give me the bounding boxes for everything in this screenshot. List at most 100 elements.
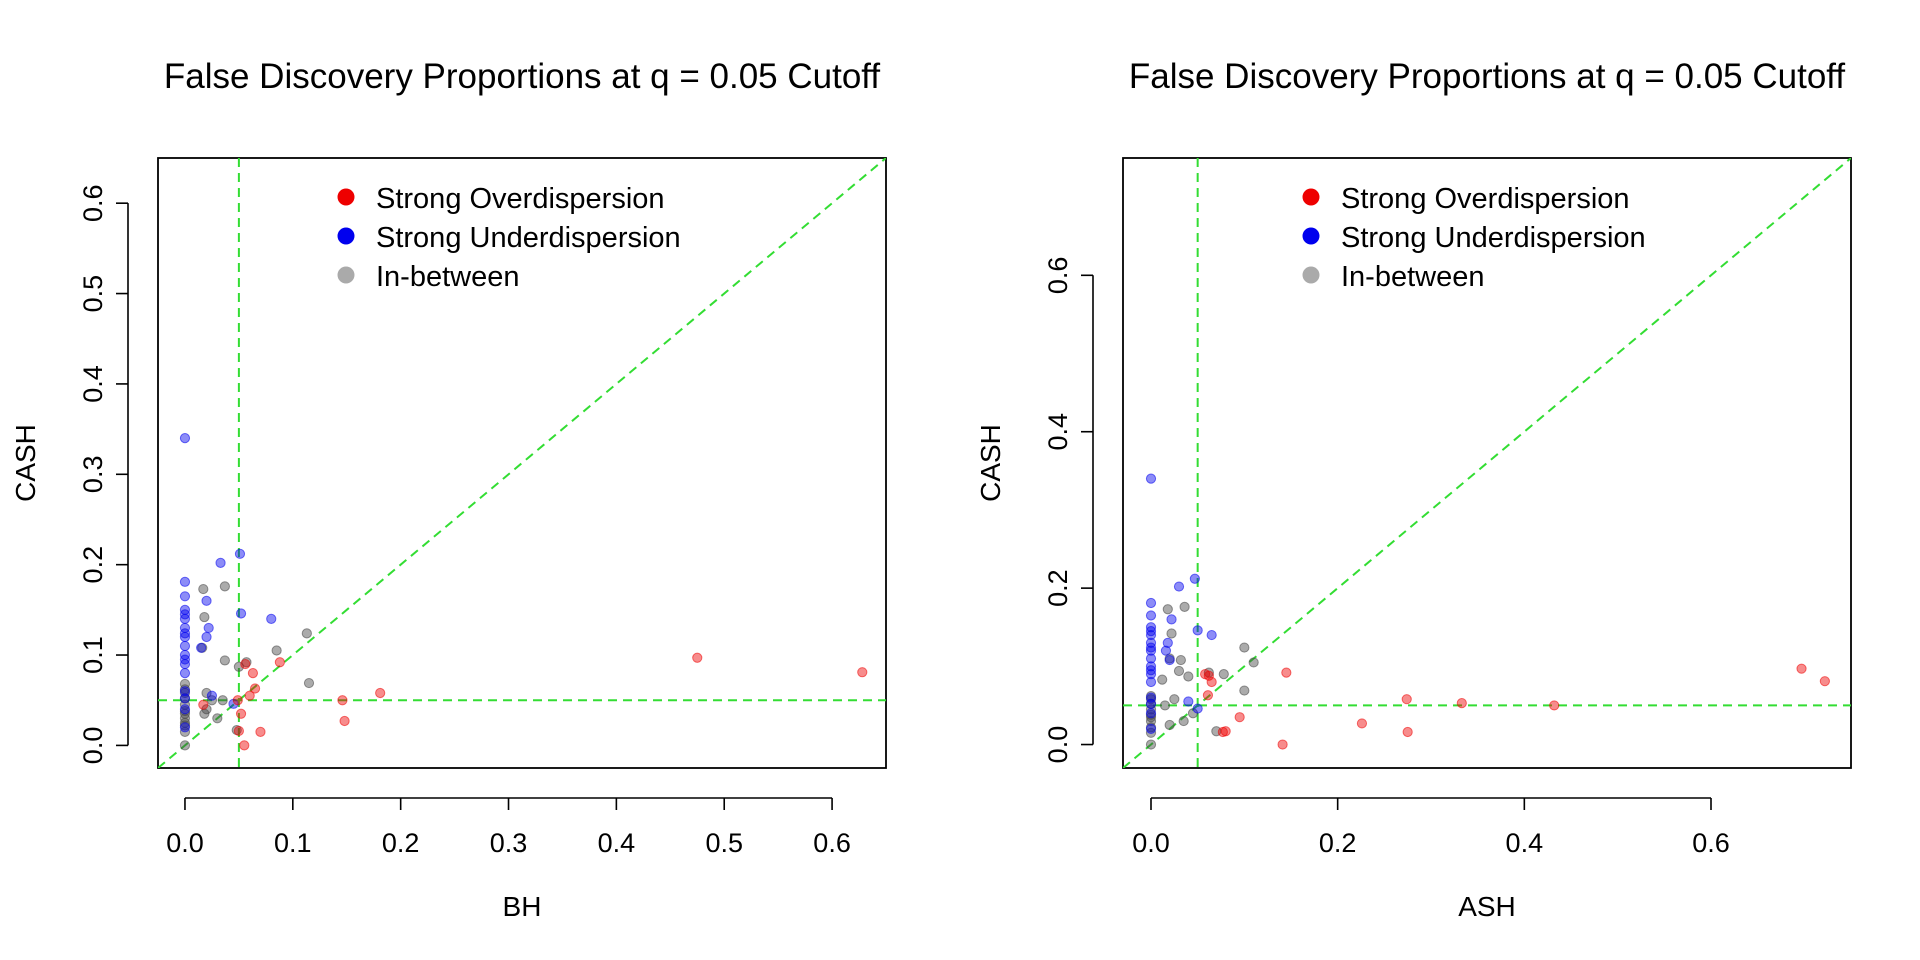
data-point-strong-underdispersion — [215, 557, 226, 568]
data-point-strong-overdispersion — [692, 652, 703, 663]
data-point-in-between — [1178, 715, 1189, 727]
legend-label: Strong Overdispersion — [376, 183, 665, 215]
data-point-in-between — [179, 740, 191, 751]
data-point-in-between — [219, 655, 230, 666]
y-tick-label: 0.5 — [78, 275, 108, 313]
data-point-in-between — [179, 678, 191, 690]
data-point-in-between — [271, 645, 282, 656]
data-point-strong-underdispersion — [1164, 654, 1175, 666]
data-point-strong-underdispersion — [179, 433, 191, 444]
data-point-in-between — [1145, 704, 1157, 715]
data-point-strong-overdispersion — [1796, 663, 1807, 674]
data-point-strong-underdispersion — [1145, 708, 1157, 719]
data-point-strong-underdispersion — [206, 690, 218, 701]
data-point-strong-underdispersion — [179, 628, 191, 639]
data-point-strong-overdispersion — [239, 740, 250, 751]
data-point-strong-overdispersion — [1206, 676, 1217, 688]
data-point-strong-overdispersion — [1203, 670, 1214, 681]
data-point-strong-underdispersion — [179, 613, 191, 624]
data-point-strong-overdispersion — [337, 695, 348, 706]
data-point-strong-underdispersion — [1145, 597, 1157, 609]
y-tick-label: 0.0 — [1043, 726, 1073, 764]
x-tick-label: 0.4 — [598, 828, 636, 858]
data-point-strong-overdispersion — [1401, 694, 1412, 705]
data-point-strong-underdispersion — [179, 591, 191, 602]
data-point-in-between — [1173, 665, 1185, 677]
identity-diagonal-line — [1123, 158, 1851, 768]
legend-marker — [1302, 188, 1320, 206]
data-point-strong-underdispersion — [1192, 703, 1203, 714]
data-point-strong-underdispersion — [203, 622, 214, 634]
x-tick-label: 0.2 — [382, 828, 420, 858]
x-tick-label: 0.3 — [490, 828, 528, 858]
data-point-strong-underdispersion — [179, 668, 191, 679]
data-point-strong-underdispersion — [1145, 622, 1157, 633]
data-point-strong-underdispersion — [179, 631, 191, 643]
data-point-in-between — [212, 713, 223, 724]
data-point-in-between — [217, 695, 228, 706]
y-axis-label: CASH — [10, 424, 41, 502]
data-point-strong-underdispersion — [1145, 629, 1157, 641]
data-point-strong-underdispersion — [1145, 473, 1157, 484]
data-point-strong-overdispersion — [1356, 718, 1368, 729]
data-point-in-between — [1179, 601, 1190, 612]
data-point-strong-underdispersion — [1160, 645, 1172, 656]
data-point-in-between — [1145, 739, 1157, 750]
data-point-strong-underdispersion — [1145, 665, 1157, 676]
data-point-strong-underdispersion — [1192, 625, 1203, 636]
data-point-strong-underdispersion — [1145, 645, 1157, 656]
y-tick-label: 0.0 — [78, 727, 108, 765]
y-tick-label: 0.2 — [1043, 569, 1073, 607]
data-point-strong-overdispersion — [1217, 726, 1228, 738]
x-axis-label: ASH — [1458, 891, 1516, 922]
data-point-strong-underdispersion — [1145, 642, 1157, 653]
x-tick-label: 0.0 — [1132, 828, 1170, 858]
legend: Strong Overdispersion Strong Underdispers… — [337, 183, 681, 293]
reference-lines — [1123, 158, 1851, 768]
data-point-strong-underdispersion — [1145, 669, 1157, 680]
data-point-strong-overdispersion — [1202, 690, 1214, 701]
chart-title: False Discovery Proportions at q = 0.05 … — [1129, 57, 1846, 96]
identity-diagonal-line — [158, 158, 886, 768]
data-point-strong-underdispersion — [1145, 653, 1157, 664]
legend: Strong Overdispersion Strong Underdispers… — [1302, 183, 1646, 293]
y-tick-label: 0.6 — [78, 184, 108, 222]
data-point-strong-underdispersion — [179, 704, 191, 715]
data-point-strong-underdispersion — [234, 548, 246, 559]
data-point-in-between — [198, 583, 209, 595]
y-tick-label: 0.4 — [1043, 413, 1073, 451]
x-tick-label: 0.1 — [274, 828, 312, 858]
data-point-strong-underdispersion — [1145, 676, 1157, 688]
data-point-in-between — [1248, 657, 1259, 668]
data-point-in-between — [201, 687, 212, 699]
data-point-strong-overdispersion — [1234, 712, 1245, 723]
data-point-strong-underdispersion — [179, 693, 191, 704]
data-point-in-between — [301, 628, 312, 639]
data-points — [179, 433, 868, 751]
legend-marker — [337, 227, 355, 245]
data-point-strong-underdispersion — [179, 658, 191, 670]
data-point-strong-underdispersion — [196, 642, 207, 653]
data-point-in-between — [1145, 712, 1157, 723]
data-point-strong-overdispersion — [1281, 667, 1292, 678]
data-point-strong-overdispersion — [1456, 697, 1467, 709]
data-point-strong-overdispersion — [233, 725, 244, 737]
data-point-strong-overdispersion — [274, 657, 285, 668]
data-point-strong-overdispersion — [235, 708, 247, 719]
plot-frame — [157, 157, 887, 769]
reference-lines — [158, 158, 886, 768]
data-point-strong-underdispersion — [1183, 696, 1194, 707]
data-point-strong-underdispersion — [1173, 581, 1185, 592]
data-point-strong-overdispersion — [247, 668, 259, 679]
legend-marker — [1302, 227, 1320, 245]
data-points — [1145, 473, 1830, 750]
data-point-strong-underdispersion — [1145, 626, 1157, 637]
data-point-in-between — [1239, 642, 1250, 653]
y-tick-label: 0.6 — [1043, 257, 1073, 295]
legend-label: In-between — [1341, 261, 1485, 293]
data-point-strong-underdispersion — [1145, 698, 1157, 709]
data-point-strong-underdispersion — [235, 608, 247, 619]
legend-marker — [1302, 266, 1320, 284]
data-point-strong-underdispersion — [179, 576, 191, 587]
data-point-in-between — [1145, 727, 1157, 738]
